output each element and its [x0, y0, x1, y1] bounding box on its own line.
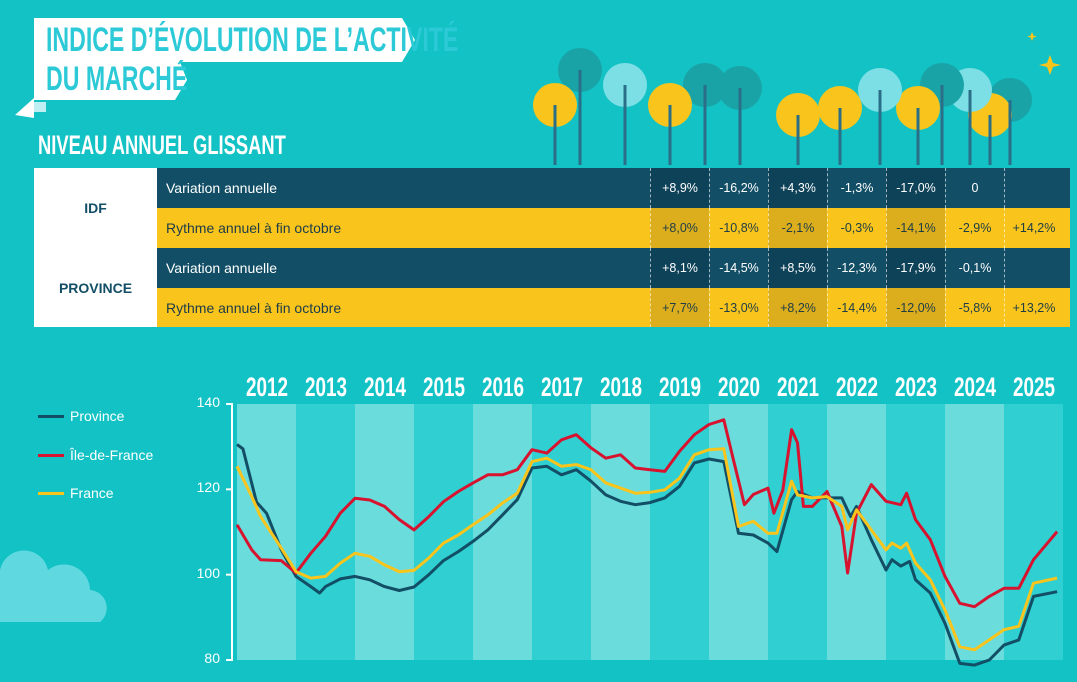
legend-swatch: [38, 453, 64, 457]
series-line--le-de-france: [235, 418, 1059, 609]
legend-swatch: [38, 414, 64, 418]
y-tick-label: 80: [204, 650, 220, 666]
year-band: [296, 404, 355, 660]
star-icon: [1027, 32, 1037, 41]
row-label: Variation annuelle: [166, 260, 278, 276]
year-band: [237, 404, 296, 660]
y-tick-label: 140: [196, 394, 220, 410]
table-cell: +8,1%: [650, 248, 709, 288]
region-label-province: PROVINCE: [34, 248, 157, 327]
legend-idf: Île-de-France: [38, 447, 153, 463]
page-title-line2: DU MARCHÉ: [46, 60, 188, 98]
year-band: [591, 404, 650, 660]
table-cell: -16,2%: [709, 168, 768, 208]
table-cell: -17,0%: [886, 168, 945, 208]
year-label: 2019: [659, 372, 702, 402]
table-cell: -1,3%: [827, 168, 886, 208]
year-band: [886, 404, 945, 660]
row-label: Rythme annuel à fin octobre: [166, 299, 342, 316]
year-band: [355, 404, 414, 660]
table-cell: +13,2%: [1004, 288, 1063, 327]
table-row: Rythme annuel à fin octobre +8,0% -10,8% -2…: [157, 208, 1070, 248]
table-cell: +8,2%: [768, 288, 827, 327]
table-cell: -14,5%: [709, 248, 768, 288]
year-band: [1004, 404, 1063, 660]
cloud-icon: [0, 550, 107, 622]
title-ribbon: [15, 18, 415, 118]
star-icon: [1039, 55, 1061, 75]
table-row: Rythme annuel à fin octobre +7,7% -13,0% +8…: [157, 288, 1070, 327]
variation-table: IDF PROVINCE Variation annuelle +8,9% -16,…: [34, 168, 1070, 327]
year-label: 2014: [364, 372, 407, 402]
trees-illustration: [533, 48, 1032, 165]
year-label: 2023: [895, 372, 938, 402]
year-band: [532, 404, 591, 660]
table-cell: +7,7%: [650, 288, 709, 327]
year-label: 2012: [246, 372, 289, 402]
legend-swatch: [38, 491, 64, 495]
table-cell: -2,9%: [945, 208, 1004, 248]
page-title-line1: INDICE D’ÉVOLUTION DE L’ACTIVITÉ: [46, 21, 459, 59]
year-label: 2016: [482, 372, 525, 402]
table-cell: [1004, 168, 1063, 208]
series-line-france: [235, 447, 1058, 652]
year-label: 2024: [954, 372, 997, 402]
table-cell: +8,0%: [650, 208, 709, 248]
table-row: Variation annuelle +8,1% -14,5% +8,5% -12,3%…: [157, 248, 1070, 288]
year-label: 2021: [777, 372, 820, 402]
year-label: 2025: [1013, 372, 1056, 402]
subtitle: NIVEAU ANNUEL GLISSANT: [38, 130, 286, 160]
year-band: [650, 404, 709, 660]
region-label-idf: IDF: [34, 168, 157, 248]
row-label: Variation annuelle: [166, 180, 278, 196]
table-cell: [1004, 248, 1063, 288]
table-cell: -2,1%: [768, 208, 827, 248]
year-label: 2017: [541, 372, 584, 402]
table-cell: -17,9%: [886, 248, 945, 288]
table-cell: +8,9%: [650, 168, 709, 208]
year-band: [827, 404, 886, 660]
table-cell: -10,8%: [709, 208, 768, 248]
table-cell: -14,4%: [827, 288, 886, 327]
table-cell: +4,3%: [768, 168, 827, 208]
table-cell: -12,3%: [827, 248, 886, 288]
table-cell: 0: [945, 168, 1004, 208]
table-cell: +14,2%: [1004, 208, 1063, 248]
table-row: Variation annuelle +8,9% -16,2% +4,3% -1,3% -…: [157, 168, 1070, 208]
table-cell: -14,1%: [886, 208, 945, 248]
row-label: Rythme annuel à fin octobre: [166, 220, 342, 236]
year-label: 2015: [423, 372, 466, 402]
year-band: [473, 404, 532, 660]
table-cell: -5,8%: [945, 288, 1004, 327]
year-label: 2018: [600, 372, 643, 402]
title-banner: INDICE D’ÉVOLUTION DE L’ACTIVITÉ DU MARC…: [0, 0, 458, 120]
table-cell: -0,3%: [827, 208, 886, 248]
year-band: [945, 404, 1004, 660]
legend-france: France: [38, 485, 114, 501]
table-cell: -13,0%: [709, 288, 768, 327]
legend-province: Province: [38, 408, 124, 424]
year-label: 2022: [836, 372, 879, 402]
year-label: 2013: [305, 372, 348, 402]
year-label: 2020: [718, 372, 761, 402]
series-line-province: [236, 443, 1058, 667]
table-cell: -12,0%: [886, 288, 945, 327]
y-tick-label: 120: [196, 479, 220, 496]
table-cell: -0,1%: [945, 248, 1004, 288]
table-cell: +8,5%: [768, 248, 827, 288]
y-tick-label: 100: [196, 564, 220, 581]
